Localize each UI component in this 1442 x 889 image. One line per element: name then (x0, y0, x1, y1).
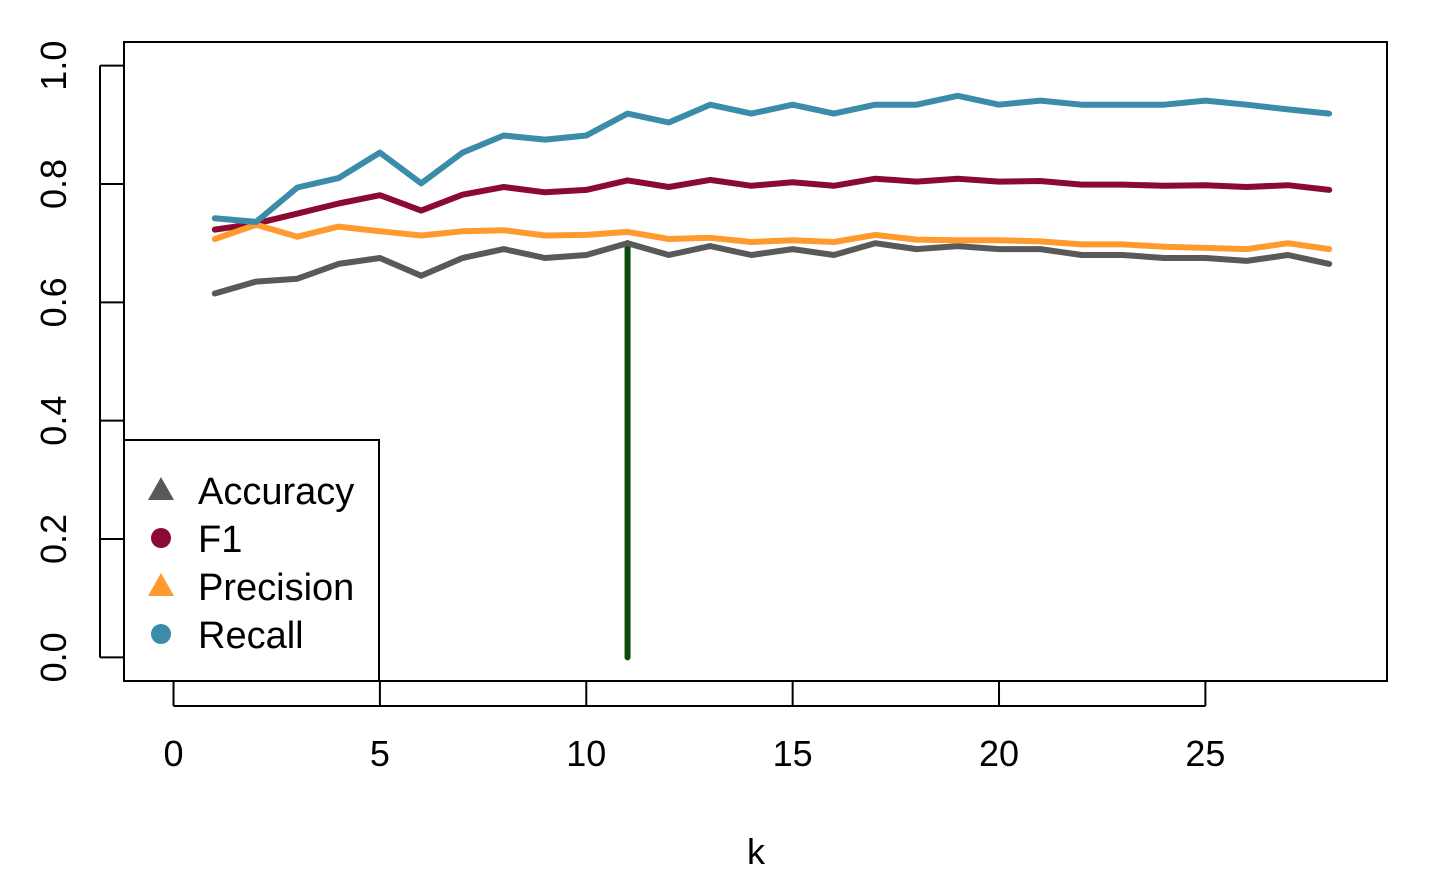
series-lines (211, 92, 1333, 297)
legend-circle-icon-recall (151, 624, 171, 644)
y-tick-label: 0.2 (33, 514, 74, 564)
legend-circle-icon-f1 (151, 528, 171, 548)
legend-label-f1: F1 (198, 519, 242, 561)
x-tick-label: 0 (164, 733, 184, 774)
x-axis-title: k (747, 831, 766, 872)
legend-triangle-icon-accuracy (148, 477, 174, 500)
x-tick-label: 10 (566, 733, 606, 774)
series-line-accuracy (211, 240, 1333, 297)
y-axis: 0.0 0.2 0.4 0.6 0.8 1.0 (33, 41, 124, 682)
legend-label-recall: Recall (198, 615, 304, 657)
y-tick-label: 0.0 (33, 632, 74, 682)
x-tick-label: 25 (1185, 733, 1225, 774)
x-tick-label: 15 (773, 733, 813, 774)
legend-label-precision: Precision (198, 567, 354, 609)
plot-frame (123, 41, 1388, 682)
legend: Accuracy F1 Precision Recall (123, 439, 380, 682)
y-tick-label: 0.6 (33, 277, 74, 327)
x-tick-label: 5 (370, 733, 390, 774)
y-tick-label: 0.4 (33, 396, 74, 446)
legend-label-accuracy: Accuracy (198, 471, 354, 513)
legend-triangle-icon-precision (148, 573, 174, 596)
x-axis: 0 5 10 15 20 25 (164, 682, 1225, 774)
x-tick-label: 20 (979, 733, 1019, 774)
series-line-f1 (211, 175, 1333, 233)
series-line-recall (211, 92, 1333, 225)
y-tick-label: 1.0 (33, 41, 74, 91)
series-line-precision (211, 221, 1333, 253)
y-tick-label: 0.8 (33, 159, 74, 209)
